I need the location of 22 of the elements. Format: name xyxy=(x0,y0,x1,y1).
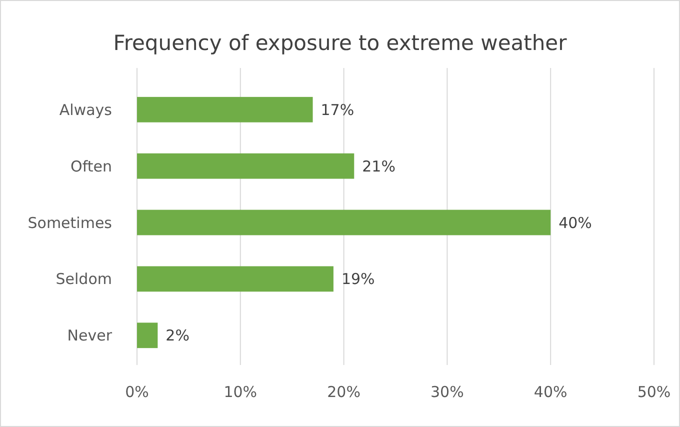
x-tick-label: 30% xyxy=(430,383,464,401)
data-label: 19% xyxy=(341,270,375,288)
bar xyxy=(137,96,313,122)
y-tick-label: Sometimes xyxy=(28,214,112,232)
x-tick-label: 20% xyxy=(327,383,360,401)
x-tick-label: 40% xyxy=(534,383,568,401)
data-label: 2% xyxy=(166,326,190,345)
y-tick-label: Never xyxy=(67,326,113,345)
data-label: 40% xyxy=(558,214,592,232)
y-tick-label: Often xyxy=(70,157,112,176)
bar xyxy=(137,322,158,348)
x-tick-label: 0% xyxy=(125,383,149,401)
bar xyxy=(137,153,354,179)
bar xyxy=(137,266,334,292)
data-label: 21% xyxy=(362,157,396,176)
y-tick-label: Always xyxy=(59,100,112,119)
x-tick-label: 10% xyxy=(224,383,258,401)
data-label: 17% xyxy=(320,100,354,119)
y-tick-label: Seldom xyxy=(56,270,112,288)
x-tick-label: 50% xyxy=(637,383,671,401)
bar xyxy=(137,210,551,236)
chart-title: Frequency of exposure to extreme weather xyxy=(113,31,568,55)
